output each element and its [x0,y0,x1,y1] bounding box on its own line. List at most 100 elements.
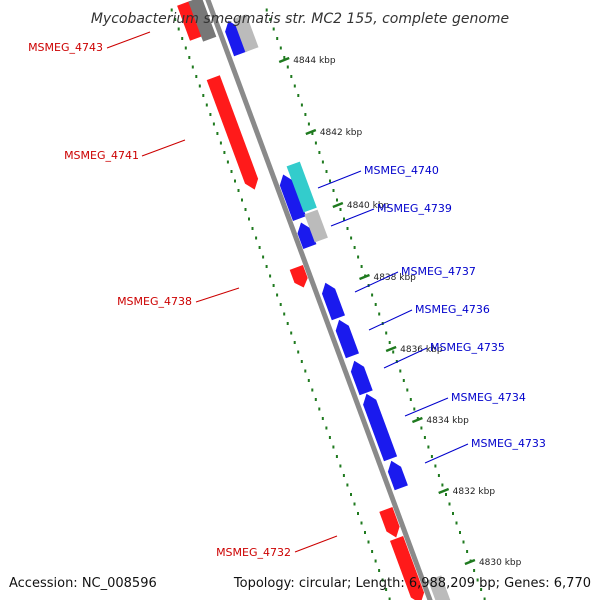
position-dot [459,531,461,534]
other-gene-block[interactable] [188,0,217,42]
position-dot [371,293,374,297]
position-dot [290,75,293,78]
position-dot [353,246,356,249]
position-dot [325,170,328,173]
position-dot [226,160,229,164]
position-dot [276,293,279,297]
gene-label-leader [317,170,362,189]
gene-label[interactable]: MSMEG_4743 [28,41,103,54]
position-dot [476,578,479,582]
scale-tick [464,558,476,566]
reverse-gene-block[interactable] [387,460,408,491]
position-dot [191,65,194,69]
gene-labels: MSMEG_4743 MSMEG_4741 MSMEG_4740 MSMEG_4739… [28,31,546,559]
gene-label[interactable]: MSMEG_4732 [216,546,291,559]
position-dot [279,46,282,50]
gene-label-leader [141,139,186,157]
scale-tick [278,56,290,64]
forward-gene-block[interactable] [177,0,204,41]
forward-gene-block[interactable] [206,75,259,190]
reverse-gene-block[interactable] [225,20,248,57]
gene-label-leader [106,31,151,49]
position-dot [272,284,275,287]
reverse-gene-block[interactable] [335,319,359,359]
position-dot [311,132,314,135]
gene-label[interactable]: MSMEG_4733 [471,437,546,450]
position-dot [262,255,265,259]
position-dot [198,84,201,88]
forward-gene-block[interactable] [379,507,400,538]
position-dot [329,179,331,183]
position-dot [367,540,370,544]
position-dot [300,360,303,363]
reverse-gene-block[interactable] [350,360,373,396]
gene-label[interactable]: MSMEG_4737 [401,265,476,278]
position-dot [388,341,391,344]
gene-label[interactable]: MSMEG_4741 [64,149,139,162]
gene-label-leader [354,271,399,293]
position-dot [423,436,426,439]
position-dot [314,398,317,401]
gene-features [177,0,451,600]
position-dot [346,483,349,487]
position-dot [360,265,363,268]
position-dot [441,483,444,487]
position-dot [269,274,272,278]
position-dot [174,18,177,21]
other-gene-block[interactable] [304,209,328,243]
gene-label[interactable]: MSMEG_4740 [364,164,439,177]
position-dot [318,407,321,411]
position-dot [339,208,342,211]
position-dot [413,407,416,411]
position-dot [336,198,338,202]
reverse-gene-block[interactable] [322,282,345,321]
position-dot [473,569,476,572]
position-dot [205,103,208,107]
position-dot [385,588,388,591]
position-dot [184,46,187,50]
reverse-gene-block[interactable] [297,222,317,250]
scale-tick-label: 4838 kbp [373,273,416,283]
position-dot [276,37,279,40]
position-dot [371,550,374,553]
position-dot [342,474,345,477]
gene-label[interactable]: MSMEG_4738 [117,295,192,308]
position-dot [480,588,483,591]
position-dot [346,227,349,230]
position-dot [265,265,268,268]
gene-label[interactable]: MSMEG_4734 [451,391,526,404]
position-dot [286,65,289,69]
position-dot [216,132,219,135]
position-dot [311,388,314,392]
position-dot [455,521,458,525]
position-dot [448,502,451,506]
reverse-gene-block[interactable] [279,174,307,222]
position-dot [170,8,173,12]
other-gene-block[interactable] [233,14,259,53]
forward-gene-block[interactable] [289,265,308,288]
position-dot [343,217,345,221]
genome-summary-text: Topology: circular; Length: 6,988,209 bp… [233,576,591,591]
reverse-gene-block[interactable] [363,393,398,462]
position-dot [248,217,250,221]
position-dot [230,170,233,173]
scale-tick-label: 4834 kbp [426,416,469,426]
position-dot [293,84,296,88]
scale-tick-label: 4836 kbp [400,345,443,355]
position-dot [385,331,388,335]
gene-label-leader [383,347,428,369]
position-dot [314,141,317,145]
rna-gene-block[interactable] [286,161,317,213]
position-dot [286,322,289,325]
gene-label[interactable]: MSMEG_4736 [415,303,490,316]
position-dot [265,8,268,12]
position-dot [332,445,335,449]
position-dot [328,436,331,439]
gene-label[interactable]: MSMEG_4735 [430,341,505,354]
backbone-line [205,0,433,600]
other-gene-block[interactable] [428,575,452,600]
forward-gene-block[interactable] [390,536,425,600]
position-dot [202,94,205,97]
gene-label[interactable]: MSMEG_4739 [377,202,452,215]
